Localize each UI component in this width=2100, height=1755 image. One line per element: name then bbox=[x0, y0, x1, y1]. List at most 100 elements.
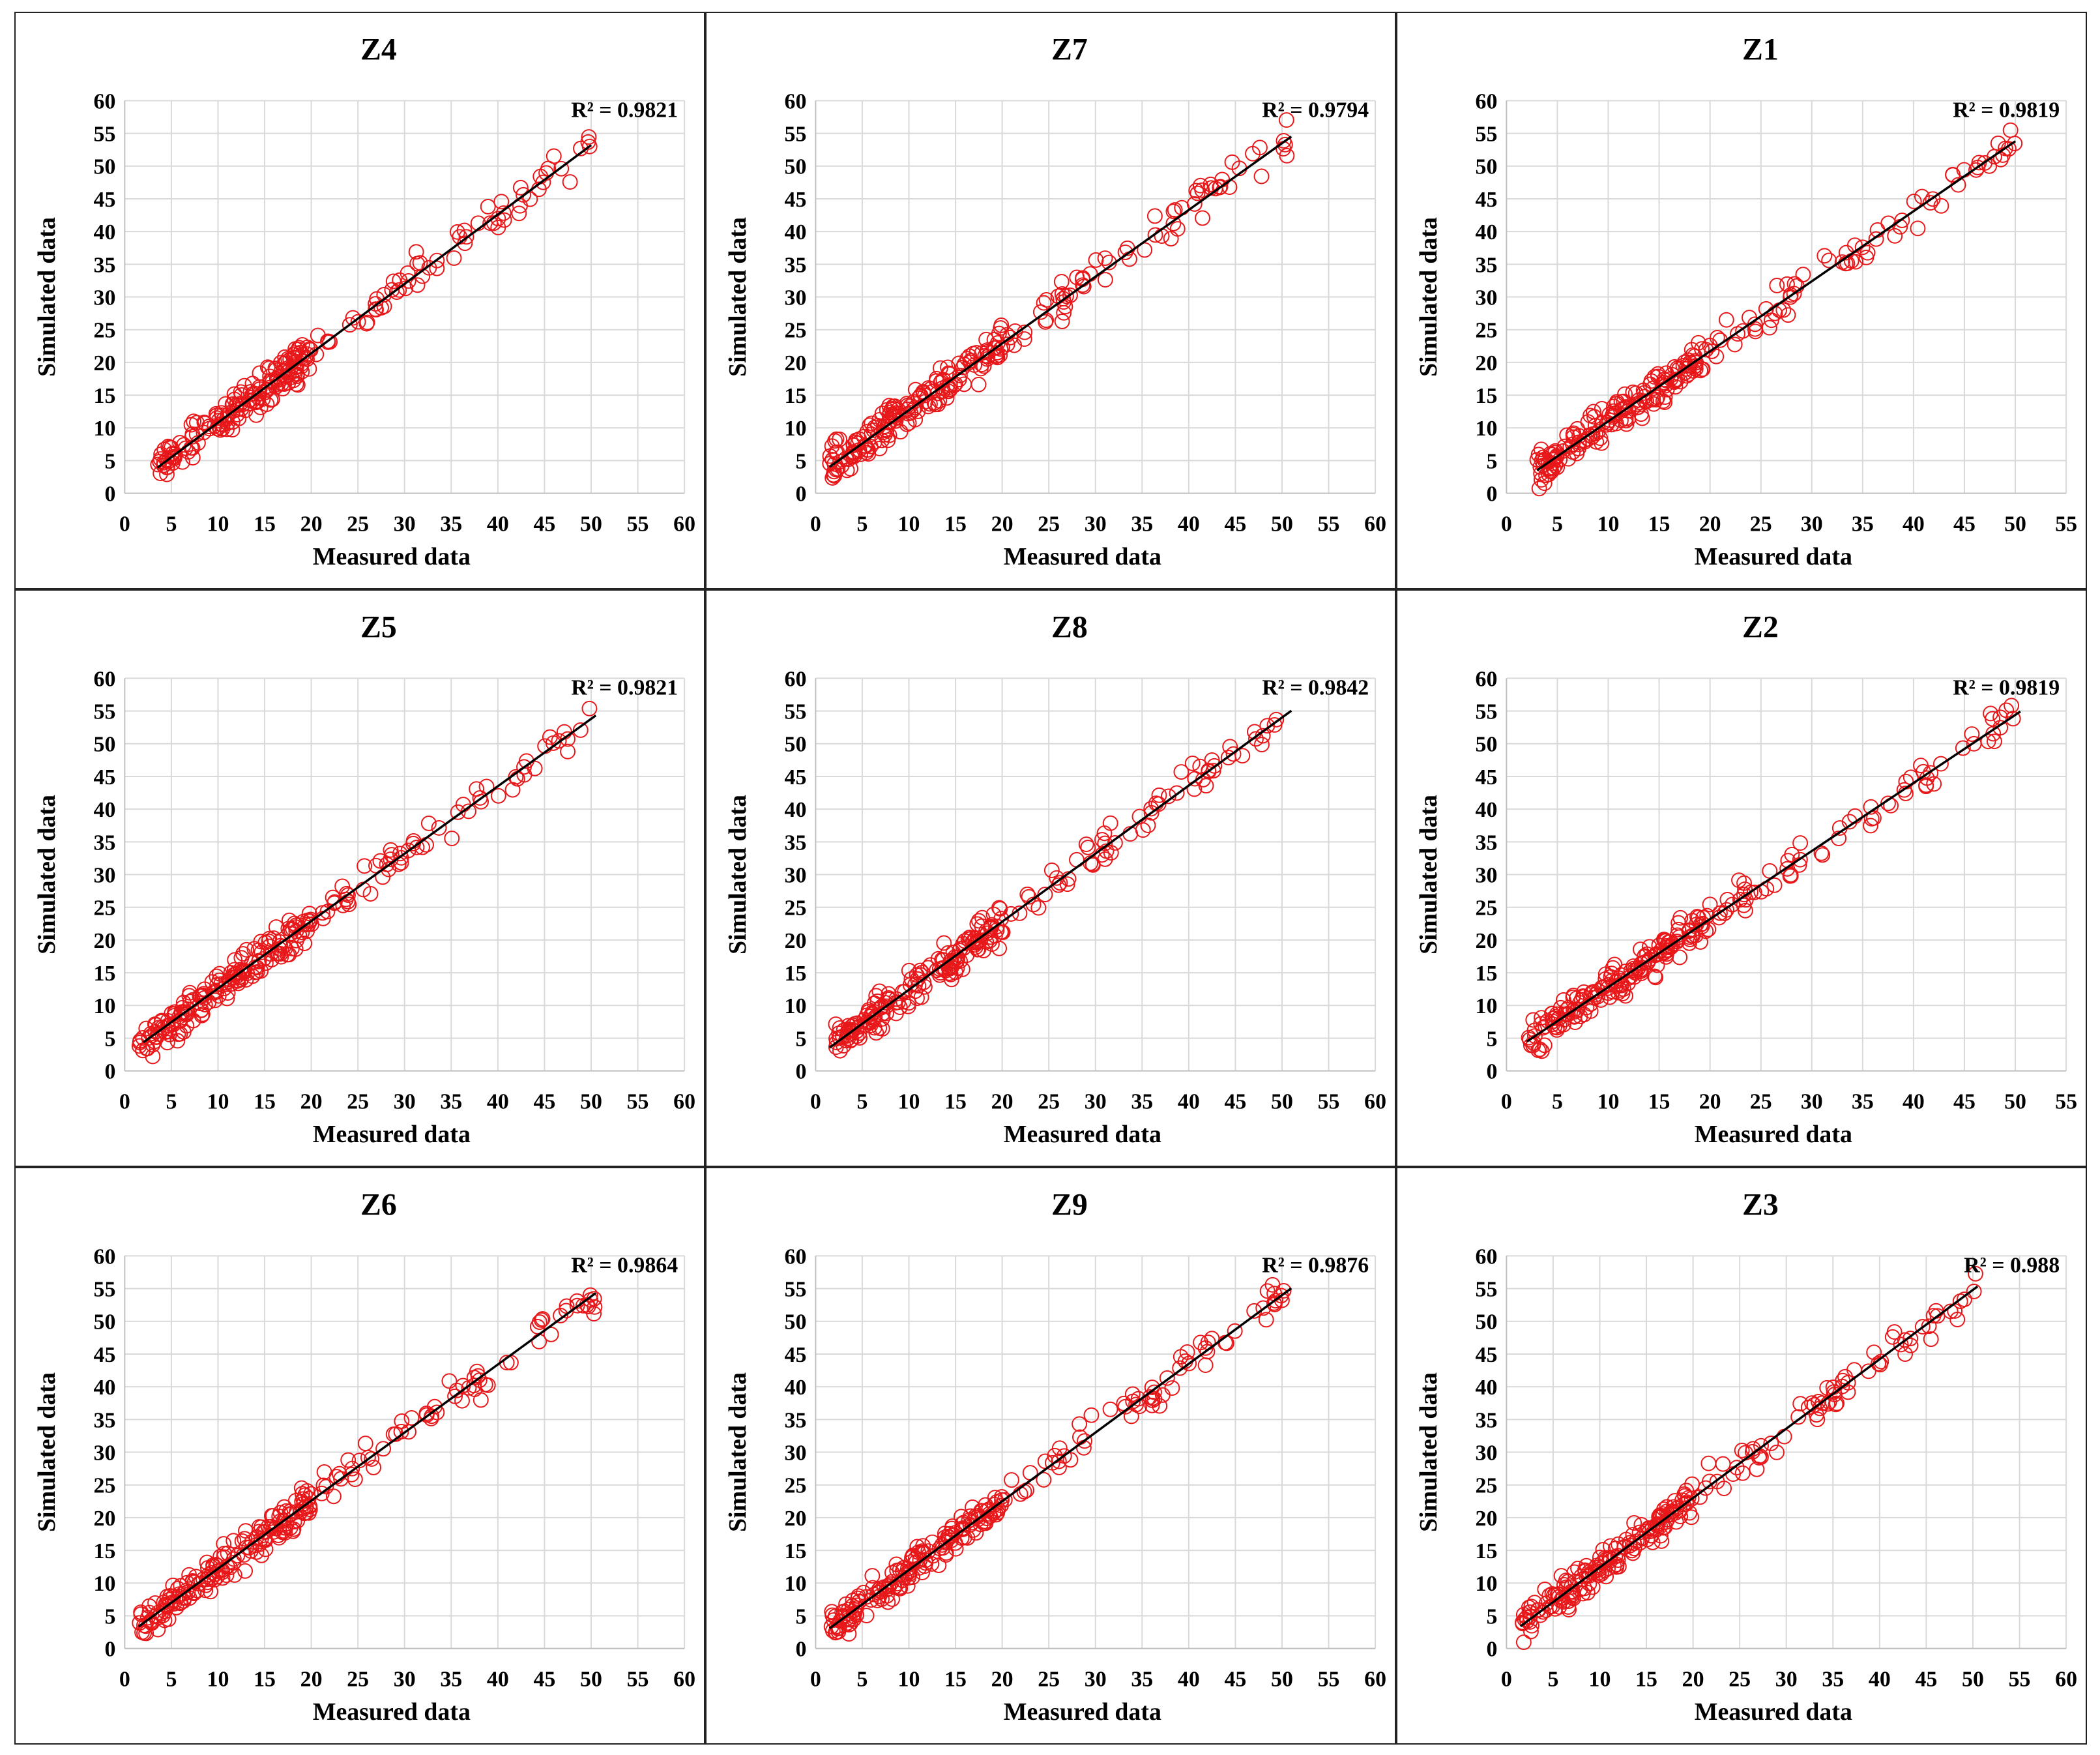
scatter-point bbox=[1222, 739, 1238, 755]
scatter-point bbox=[1051, 1440, 1068, 1456]
chart-panel-z8: Z8 0 5 10 15 20 25 30 35 40 45 50 55 60 0 5 10 15 20 25 30 35… bbox=[705, 589, 1396, 1167]
scatter-point bbox=[171, 1586, 187, 1602]
x-tick-label: 25 bbox=[1750, 1089, 1772, 1113]
scatter-point bbox=[1515, 1634, 1532, 1650]
scatter-point bbox=[1576, 432, 1592, 449]
scatter-point bbox=[1790, 1409, 1807, 1425]
scatter-point bbox=[959, 1529, 976, 1546]
scatter-point bbox=[314, 1485, 330, 1501]
scatter-point bbox=[1258, 1312, 1274, 1328]
scatter-point bbox=[1671, 929, 1687, 945]
scatter-point bbox=[254, 1547, 270, 1563]
x-tick-label: 45 bbox=[533, 512, 555, 536]
x-tick-label: 55 bbox=[627, 1089, 649, 1113]
x-tick-label: 30 bbox=[1085, 512, 1107, 536]
y-tick-label: 15 bbox=[1476, 1539, 1498, 1563]
scatter-point bbox=[1530, 1042, 1547, 1059]
chart-panel-z3: Z3 0 5 10 15 20 25 30 35 40 45 50 55 60 0 5 10 15 20 25 30 35… bbox=[1396, 1167, 2087, 1745]
scatter-point bbox=[1599, 415, 1616, 431]
y-tick-label: 55 bbox=[785, 1278, 807, 1302]
y-tick-label: 60 bbox=[785, 1245, 807, 1269]
scatter-point bbox=[899, 416, 915, 432]
scatter-point bbox=[1234, 748, 1251, 764]
scatter-point bbox=[851, 1018, 868, 1035]
trendline bbox=[1519, 1285, 1979, 1628]
scatter-point bbox=[1659, 381, 1675, 398]
y-tick-label: 25 bbox=[785, 896, 807, 921]
x-tick-label: 35 bbox=[1852, 1089, 1874, 1113]
scatter-point bbox=[1736, 897, 1752, 913]
scatter-point bbox=[824, 1604, 840, 1620]
scatter-point bbox=[1616, 1539, 1633, 1556]
scatter-point bbox=[1043, 863, 1060, 878]
r-squared-label: R² = 0.9876 bbox=[1262, 1253, 1369, 1277]
scatter-point bbox=[1816, 248, 1833, 264]
scatter-point bbox=[261, 934, 277, 949]
y-tick-label: 25 bbox=[785, 319, 807, 343]
trendline bbox=[828, 709, 1292, 1049]
y-tick-label: 15 bbox=[94, 384, 116, 408]
scatter-point bbox=[534, 1311, 551, 1327]
scatter-point bbox=[1163, 231, 1179, 247]
scatter-point bbox=[930, 951, 946, 967]
scatter-point bbox=[408, 244, 424, 260]
scatter-point bbox=[866, 1010, 882, 1027]
x-tick-label: 0 bbox=[119, 1089, 130, 1113]
y-tick-label: 0 bbox=[1486, 482, 1497, 507]
x-tick-label: 30 bbox=[1085, 1089, 1107, 1113]
scatter-point bbox=[1792, 851, 1808, 868]
x-axis-label: Measured data bbox=[1004, 543, 1161, 570]
scatter-point bbox=[268, 919, 284, 936]
scatter-point bbox=[490, 788, 506, 804]
x-tick-label: 25 bbox=[1038, 1089, 1060, 1113]
scatter-point bbox=[145, 1048, 161, 1065]
scatter-point bbox=[232, 396, 248, 412]
chart-svg: Z7 0 5 10 15 20 25 30 35 40 45 50 55 60 0 5 10 15 20 25 30 35… bbox=[724, 33, 1386, 570]
y-tick-label: 50 bbox=[785, 1310, 807, 1335]
scatter-point bbox=[1622, 1535, 1638, 1551]
scatter-point bbox=[185, 1012, 201, 1029]
y-tick-label: 30 bbox=[94, 863, 116, 887]
scatter-point bbox=[1648, 969, 1664, 986]
y-tick-label: 20 bbox=[1476, 351, 1498, 376]
scatter-point bbox=[1147, 227, 1163, 243]
scatter-point bbox=[392, 846, 408, 862]
x-tick-label: 50 bbox=[580, 1667, 602, 1691]
scatter-point bbox=[1189, 185, 1206, 201]
scatter-point bbox=[1670, 921, 1687, 937]
chart-panel-z9: Z9 0 5 10 15 20 25 30 35 40 45 50 55 60 0 5 10 15 20 25 30 35… bbox=[705, 1167, 1396, 1745]
x-tick-label: 50 bbox=[1962, 1667, 1984, 1691]
y-tick-label: 60 bbox=[1476, 667, 1498, 691]
x-tick-label: 35 bbox=[440, 512, 462, 536]
scatter-point bbox=[991, 900, 1007, 916]
scatter-point bbox=[1716, 1481, 1732, 1496]
scatter-point bbox=[1698, 1480, 1714, 1496]
scatter-point bbox=[1678, 1496, 1695, 1512]
scatter-point bbox=[280, 351, 297, 367]
chart-title: Z4 bbox=[360, 33, 397, 67]
x-tick-label: 55 bbox=[1318, 1667, 1340, 1691]
scatter-point bbox=[1584, 1579, 1601, 1595]
scatter-point bbox=[278, 354, 295, 370]
scatter-point bbox=[219, 990, 235, 1007]
scatter-point bbox=[1016, 331, 1032, 347]
scatter-point bbox=[1130, 1391, 1146, 1407]
scatter-point bbox=[1987, 149, 2002, 165]
y-axis-label: Simulated data bbox=[33, 217, 61, 377]
scatter-point bbox=[1949, 1312, 1966, 1327]
trendline bbox=[1536, 140, 2017, 471]
scatter-point bbox=[1776, 1428, 1792, 1445]
scatter-point bbox=[1897, 1346, 1913, 1362]
y-tick-label: 0 bbox=[104, 1060, 115, 1084]
scatter-point bbox=[201, 419, 217, 435]
x-tick-label: 5 bbox=[856, 512, 868, 536]
y-tick-label: 5 bbox=[1486, 449, 1497, 473]
scatter-point bbox=[553, 160, 570, 177]
scatter-point bbox=[866, 995, 882, 1011]
scatter-point bbox=[302, 911, 319, 928]
chart-panel-z2: Z2 0 5 10 15 20 25 30 35 40 45 50 55 0 5 10 15 20 25 30 35 40… bbox=[1396, 589, 2087, 1167]
scatter-point bbox=[1227, 1323, 1243, 1339]
x-tick-label: 45 bbox=[1953, 1089, 1976, 1113]
scatter-point bbox=[1097, 250, 1113, 266]
scatter-point bbox=[1918, 778, 1934, 795]
